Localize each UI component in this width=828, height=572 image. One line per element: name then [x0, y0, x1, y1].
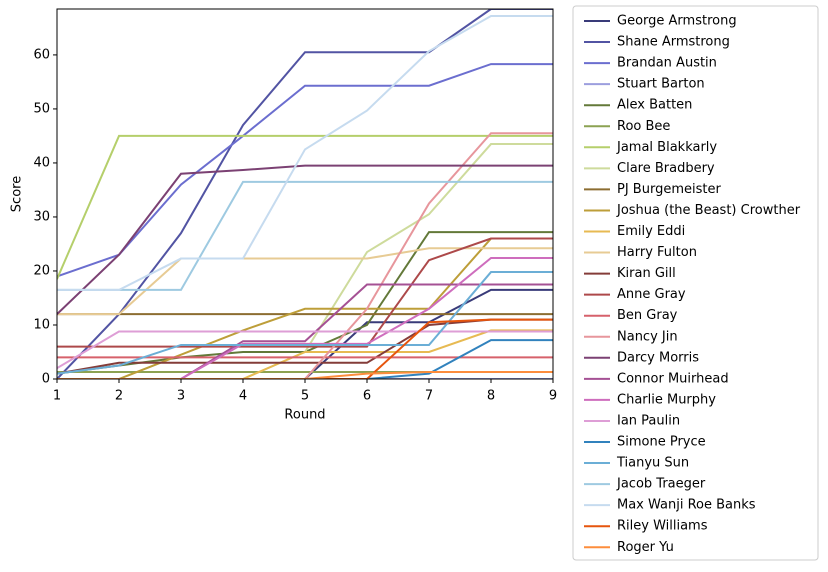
x-tick-label: 5 — [301, 389, 309, 404]
series-line — [57, 339, 553, 379]
series-line — [57, 134, 553, 280]
series-line — [57, 329, 553, 379]
x-tick-label: 1 — [53, 389, 61, 404]
series-line — [57, 164, 553, 315]
legend-label: Brandan Austin — [617, 56, 717, 71]
legend-label: Max Wanji Roe Banks — [617, 498, 756, 513]
y-axis-label: Score — [10, 176, 25, 212]
legend — [572, 5, 819, 561]
legend-label: Shane Armstrong — [617, 35, 730, 50]
legend-label: Stuart Barton — [617, 77, 705, 92]
legend-label: Anne Gray — [617, 287, 686, 302]
x-tick-label: 7 — [425, 389, 433, 404]
legend-label: Charlie Murphy — [617, 392, 716, 407]
legend-label: Ian Paulin — [617, 413, 680, 428]
legend-label: Nancy Jin — [617, 329, 678, 344]
series-line — [57, 288, 553, 379]
series-line — [57, 15, 553, 291]
y-tick-label: 50 — [33, 101, 50, 116]
x-tick-label: 9 — [549, 389, 557, 404]
plot-lines — [57, 9, 553, 379]
series-line — [57, 132, 553, 379]
series-line — [57, 63, 553, 278]
legend-label: Riley Williams — [617, 519, 708, 534]
plot-frame — [56, 8, 554, 380]
legend-label: PJ Burgemeister — [617, 182, 721, 197]
y-tick-label: 10 — [33, 317, 50, 332]
series-line — [57, 180, 553, 291]
series-line — [57, 237, 553, 348]
legend-label: Emily Eddi — [617, 224, 685, 239]
legend-label: Tianyu Sun — [616, 456, 689, 471]
y-tick-label: 30 — [33, 209, 50, 224]
legend-label: Clare Bradbery — [617, 161, 715, 176]
y-tick-label: 0 — [42, 372, 50, 387]
legend-label: Jacob Traeger — [616, 477, 706, 492]
x-tick-label: 8 — [487, 389, 495, 404]
legend-label: Simone Pryce — [617, 435, 706, 450]
x-tick-label: 4 — [239, 389, 247, 404]
legend-label: Kiran Gill — [617, 266, 676, 281]
x-tick-label: 3 — [177, 389, 185, 404]
legend-label: Alex Batten — [617, 98, 692, 113]
series-line — [57, 9, 553, 379]
y-tick-label: 60 — [33, 47, 50, 62]
legend-label: Connor Muirhead — [617, 371, 729, 386]
legend-label: Jamal Blakkarly — [616, 140, 717, 155]
x-tick-label: 6 — [363, 389, 371, 404]
legend-label: Joshua (the Beast) Crowther — [616, 203, 801, 218]
y-tick-label: 20 — [33, 263, 50, 278]
series-line — [57, 271, 553, 375]
series-line — [57, 318, 553, 379]
legend-label: Harry Fulton — [617, 245, 697, 260]
series-line — [57, 283, 553, 379]
legend-label: Ben Gray — [617, 308, 678, 323]
series-line — [57, 257, 553, 379]
series-line — [57, 247, 553, 316]
series-line — [57, 330, 553, 370]
legend-label: George Armstrong — [617, 14, 737, 29]
x-axis-label: Round — [284, 408, 325, 423]
legend-label: Roo Bee — [617, 119, 670, 134]
legend-label: Roger Yu — [617, 540, 674, 555]
legend-label: Darcy Morris — [617, 350, 699, 365]
y-tick-label: 40 — [33, 155, 50, 170]
series-line — [57, 237, 553, 379]
x-tick-label: 2 — [115, 389, 123, 404]
series-line — [57, 370, 553, 379]
